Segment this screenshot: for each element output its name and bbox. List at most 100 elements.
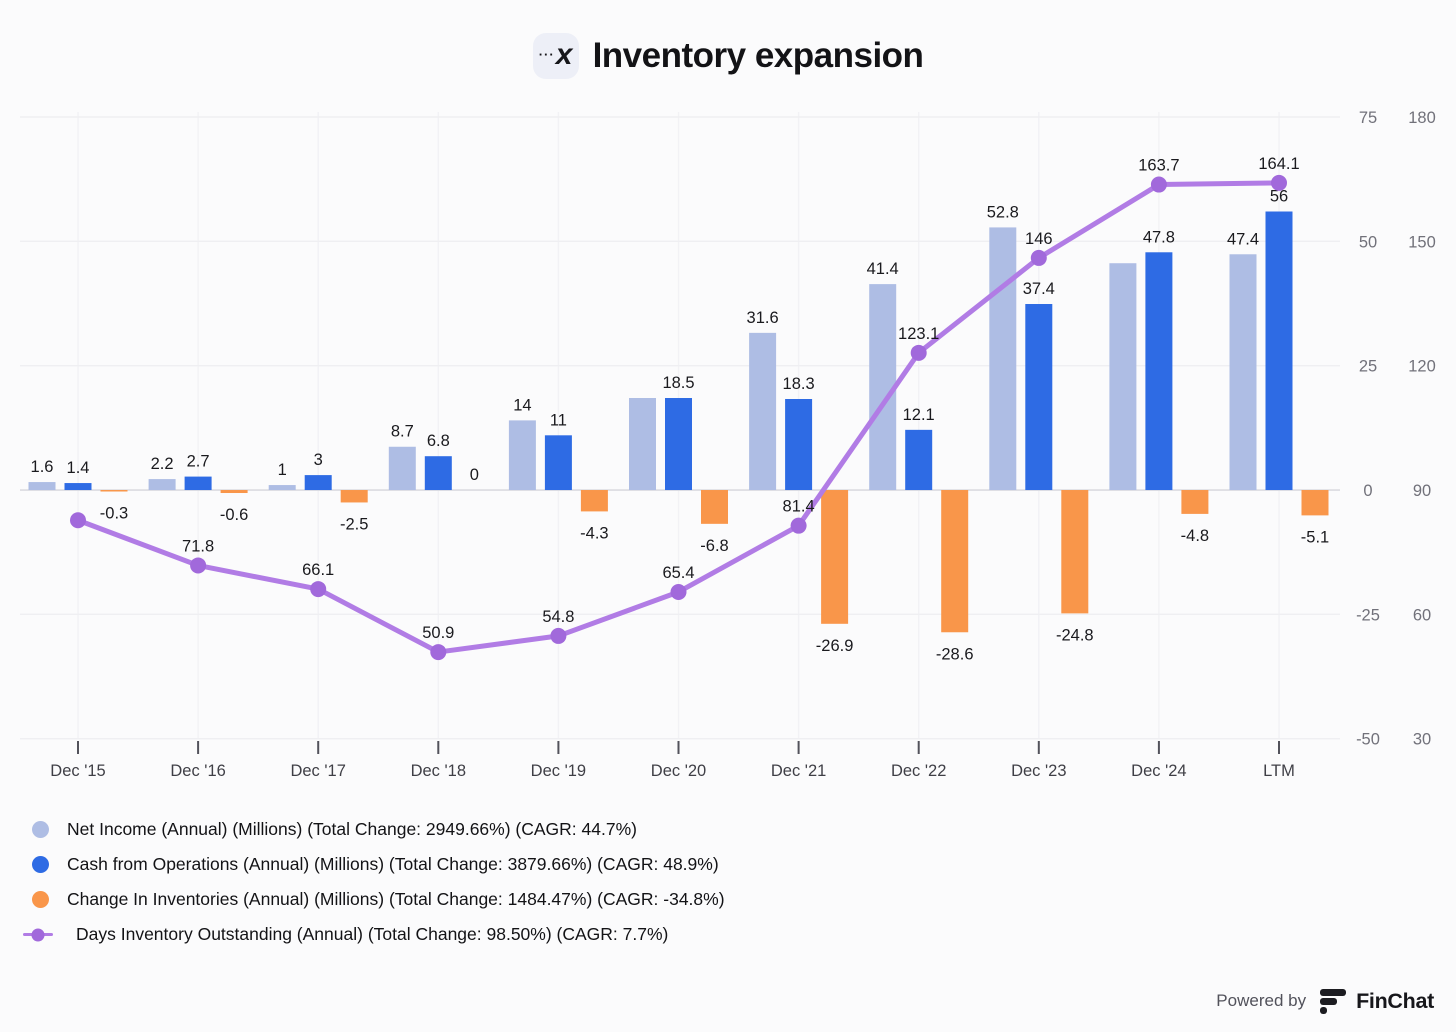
bar-value-label: -24.8 xyxy=(1056,626,1094,644)
bar-cash-from-operations-annual-millions-dec-18[interactable] xyxy=(424,456,452,491)
line-value-label: 163.7 xyxy=(1138,157,1179,175)
right-axis-tick-label: 60 xyxy=(1413,606,1431,624)
x-axis-label-dec-24: Dec '24 xyxy=(1131,762,1186,780)
bar-cash-from-operations-annual-millions-dec-19[interactable] xyxy=(544,435,572,491)
bar-value-label: 41.4 xyxy=(867,260,899,278)
bar-change-in-inventories-annual-millions-dec-24[interactable] xyxy=(1181,490,1209,514)
bar-value-label: 56 xyxy=(1270,187,1288,205)
legend-circle-marker xyxy=(32,821,49,838)
point-days-inventory-outstanding-annual-dec-19[interactable] xyxy=(550,627,567,644)
finchat-wordmark: FinChat xyxy=(1356,988,1434,1013)
bar-change-in-inventories-annual-millions-dec-23[interactable] xyxy=(1061,490,1089,614)
left-axis-tick-label: 50 xyxy=(1359,233,1377,251)
bar-net-income-annual-millions-ltm[interactable] xyxy=(1229,254,1257,491)
bar-change-in-inventories-annual-millions-ltm[interactable] xyxy=(1301,490,1329,516)
x-axis-label-dec-21: Dec '21 xyxy=(771,762,826,780)
bar-net-income-annual-millions-dec-17[interactable] xyxy=(268,485,296,491)
point-days-inventory-outstanding-annual-dec-15[interactable] xyxy=(70,512,86,529)
bar-value-label: 3 xyxy=(314,451,323,469)
point-days-inventory-outstanding-annual-dec-24[interactable] xyxy=(1150,176,1167,193)
bar-value-label: -5.1 xyxy=(1301,528,1329,546)
legend-item-cash[interactable]: Cash from Operations (Annual) (Millions)… xyxy=(32,847,725,882)
bar-net-income-annual-millions-dec-20[interactable] xyxy=(629,398,656,491)
bar-change-in-inventories-annual-millions-dec-20[interactable] xyxy=(701,490,728,524)
bar-cash-from-operations-annual-millions-dec-22[interactable] xyxy=(905,429,933,491)
line-value-label: 66.1 xyxy=(302,561,334,579)
legend-label: Change In Inventories (Annual) (Millions… xyxy=(67,889,725,909)
bar-change-in-inventories-annual-millions-dec-21[interactable] xyxy=(821,490,849,624)
left-axis-tick-label: 25 xyxy=(1359,358,1377,376)
bar-value-label: 31.6 xyxy=(747,309,779,327)
chart-title: Inventory expansion xyxy=(592,36,924,75)
bar-cash-from-operations-annual-millions-dec-21[interactable] xyxy=(785,399,813,491)
bar-net-income-annual-millions-dec-23[interactable] xyxy=(989,227,1017,491)
legend-label: Net Income (Annual) (Millions) (Total Ch… xyxy=(67,819,637,839)
bar-net-income-annual-millions-dec-16[interactable] xyxy=(148,479,176,491)
bar-net-income-annual-millions-dec-21[interactable] xyxy=(749,332,777,491)
bar-value-label: 47.8 xyxy=(1143,228,1175,246)
bar-cash-from-operations-annual-millions-dec-16[interactable] xyxy=(184,476,212,491)
line-value-label: 164.1 xyxy=(1258,155,1299,173)
point-days-inventory-outstanding-annual-dec-20[interactable] xyxy=(670,583,687,600)
bar-change-in-inventories-annual-millions-dec-15[interactable] xyxy=(100,490,128,492)
bar-change-in-inventories-annual-millions-dec-22[interactable] xyxy=(941,490,969,633)
legend-line-marker xyxy=(23,928,53,941)
bar-net-income-annual-millions-dec-24[interactable] xyxy=(1109,263,1137,491)
bar-cash-from-operations-annual-millions-dec-23[interactable] xyxy=(1025,304,1053,491)
right-axis-tick-label: 120 xyxy=(1408,358,1436,376)
line-value-label: 54.8 xyxy=(542,608,574,626)
bar-change-in-inventories-annual-millions-dec-19[interactable] xyxy=(580,490,608,512)
point-days-inventory-outstanding-annual-dec-22[interactable] xyxy=(910,344,927,361)
left-axis-tick-label: 0 xyxy=(1363,482,1372,500)
bar-value-label: -26.9 xyxy=(816,637,854,655)
bar-value-label: 2.2 xyxy=(151,455,174,473)
line-value-label: 146 xyxy=(1025,230,1053,248)
legend-circle-marker xyxy=(32,856,49,873)
chart-legend: Net Income (Annual) (Millions) (Total Ch… xyxy=(23,812,725,952)
bar-cash-from-operations-annual-millions-dec-20[interactable] xyxy=(665,398,692,491)
point-days-inventory-outstanding-annual-dec-16[interactable] xyxy=(190,557,207,574)
bar-cash-from-operations-annual-millions-dec-15[interactable] xyxy=(64,483,92,491)
right-axis-tick-label: 180 xyxy=(1408,109,1436,127)
bar-value-label: 47.4 xyxy=(1227,230,1259,248)
point-days-inventory-outstanding-annual-ltm[interactable] xyxy=(1271,174,1287,191)
right-axis-tick-label: 90 xyxy=(1413,482,1431,500)
bar-cash-from-operations-annual-millions-ltm[interactable] xyxy=(1265,211,1293,491)
bar-value-label: 52.8 xyxy=(987,203,1019,221)
legend-item-net[interactable]: Net Income (Annual) (Millions) (Total Ch… xyxy=(32,812,725,847)
bar-net-income-annual-millions-dec-19[interactable] xyxy=(508,420,536,491)
bar-value-label: -0.6 xyxy=(220,506,248,524)
bar-cash-from-operations-annual-millions-dec-24[interactable] xyxy=(1145,252,1173,491)
line-value-label: 50.9 xyxy=(422,624,454,642)
finchat-logo-icon xyxy=(1320,988,1347,1014)
point-days-inventory-outstanding-annual-dec-17[interactable] xyxy=(310,581,327,598)
x-axis-label-dec-23: Dec '23 xyxy=(1011,762,1066,780)
bar-value-label: -4.3 xyxy=(580,524,608,542)
bar-change-in-inventories-annual-millions-dec-16[interactable] xyxy=(220,490,248,494)
line-value-label: 65.4 xyxy=(662,564,694,582)
point-days-inventory-outstanding-annual-dec-23[interactable] xyxy=(1030,249,1047,266)
point-days-inventory-outstanding-annual-dec-21[interactable] xyxy=(790,517,807,534)
bar-value-label: 6.8 xyxy=(427,432,450,450)
footer-attribution: Powered by FinChat xyxy=(1216,988,1434,1014)
legend-item-change[interactable]: Change In Inventories (Annual) (Millions… xyxy=(32,882,725,917)
bar-net-income-annual-millions-dec-15[interactable] xyxy=(28,482,56,491)
bar-value-label: -0.3 xyxy=(100,505,128,523)
icon-dots: ··· xyxy=(538,46,555,62)
x-axis-label-dec-22: Dec '22 xyxy=(891,762,946,780)
bar-value-label: 1 xyxy=(278,461,287,479)
bar-value-label: -6.8 xyxy=(700,537,728,555)
bar-value-label: 1.4 xyxy=(67,459,90,477)
bar-value-label: 18.5 xyxy=(662,374,694,392)
x-ticker-icon: ··· x xyxy=(532,33,579,79)
point-days-inventory-outstanding-annual-dec-18[interactable] xyxy=(430,644,447,661)
bar-value-label: -2.5 xyxy=(340,515,368,533)
bar-value-label: 14 xyxy=(513,396,531,414)
legend-item-days[interactable]: Days Inventory Outstanding (Annual) (Tot… xyxy=(23,917,725,952)
left-axis-tick-label: 75 xyxy=(1359,109,1377,127)
bar-cash-from-operations-annual-millions-dec-17[interactable] xyxy=(304,475,332,491)
bar-net-income-annual-millions-dec-18[interactable] xyxy=(388,446,416,491)
bar-change-in-inventories-annual-millions-dec-17[interactable] xyxy=(340,490,368,503)
bar-net-income-annual-millions-dec-22[interactable] xyxy=(869,284,897,491)
